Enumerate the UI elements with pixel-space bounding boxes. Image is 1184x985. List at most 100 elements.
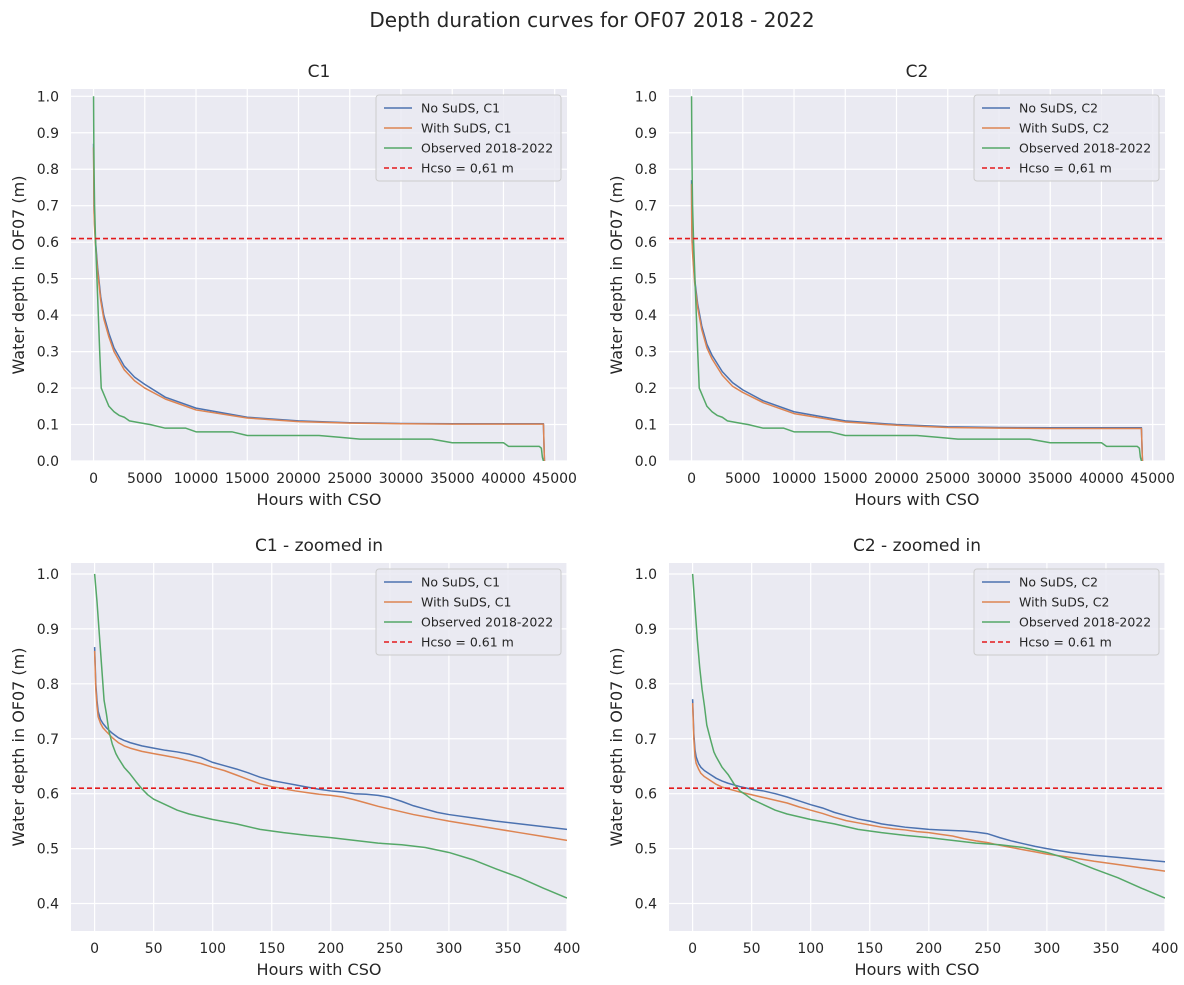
x-tick-label: 100 xyxy=(199,941,226,957)
y-tick-label: 0.4 xyxy=(635,308,657,324)
y-axis-label: Water depth in OF07 (m) xyxy=(9,175,28,374)
x-axis-label: Hours with CSO xyxy=(855,490,980,509)
x-axis-label: Hours with CSO xyxy=(257,960,382,979)
legend-label-hcso: Hcso = 0.61 m xyxy=(1019,635,1112,650)
x-tick-label: 300 xyxy=(1034,941,1061,957)
y-tick-label: 0.4 xyxy=(37,308,59,324)
x-tick-label: 100 xyxy=(797,941,824,957)
y-tick-label: 0.8 xyxy=(37,677,59,693)
legend-label-hcso: Hcso = 0.61 m xyxy=(421,635,514,650)
legend: No SuDS, C1 With SuDS, C1 Observed 2018-20… xyxy=(375,568,562,656)
y-tick-label: 1.0 xyxy=(37,567,59,583)
chart-title: C1 - zoomed in xyxy=(255,536,383,556)
legend-label-observed: Observed 2018-2022 xyxy=(421,615,553,630)
y-tick-label: 0.7 xyxy=(37,732,59,748)
x-tick-label: 30000 xyxy=(977,471,1022,487)
x-tick-label: 50 xyxy=(145,941,163,957)
legend-label-no-suds: No SuDS, C2 xyxy=(1019,101,1098,116)
legend-label-with-suds: With SuDS, C2 xyxy=(1019,121,1109,136)
chart-title: C1 xyxy=(308,62,331,82)
x-tick-label: 35000 xyxy=(430,471,475,487)
series-line-no-suds xyxy=(93,647,567,831)
legend-label-with-suds: With SuDS, C1 xyxy=(421,595,511,610)
legend-label-with-suds: With SuDS, C1 xyxy=(421,121,511,136)
legend-box xyxy=(973,568,1160,656)
x-tick-label: 200 xyxy=(317,941,344,957)
legend-label-observed: Observed 2018-2022 xyxy=(1019,141,1151,156)
x-tick-label: 40000 xyxy=(481,471,526,487)
x-tick-label: 10000 xyxy=(772,471,817,487)
y-tick-label: 0.4 xyxy=(635,897,657,913)
y-tick-label: 0.9 xyxy=(635,126,657,142)
series-line-observed xyxy=(92,96,545,461)
y-tick-label: 0.5 xyxy=(37,842,59,858)
x-tick-label: 250 xyxy=(376,941,403,957)
legend-label-hcso: Hcso = 0,61 m xyxy=(421,161,514,176)
legend-label-no-suds: No SuDS, C1 xyxy=(421,101,500,116)
y-tick-label: 0.7 xyxy=(635,732,657,748)
x-tick-label: 5000 xyxy=(725,471,761,487)
x-tick-label: 45000 xyxy=(1130,471,1175,487)
y-tick-label: 1.0 xyxy=(635,89,657,105)
y-tick-label: 0.0 xyxy=(37,454,59,470)
series-line-no-suds xyxy=(691,699,1165,863)
y-axis-label: Water depth in OF07 (m) xyxy=(607,175,626,374)
x-tick-label: 400 xyxy=(1152,941,1179,957)
y-tick-label: 0.9 xyxy=(635,622,657,638)
y-tick-label: 1.0 xyxy=(635,567,657,583)
chart-title: C2 - zoomed in xyxy=(853,536,981,556)
y-tick-label: 0.5 xyxy=(37,272,59,288)
chart-c2: C2 0 5000 10000 15000 20000 25000 30000 35000 400… xyxy=(607,62,1175,509)
y-tick-label: 0.7 xyxy=(635,199,657,215)
x-tick-label: 350 xyxy=(1093,941,1120,957)
legend: No SuDS, C2 With SuDS, C2 Observed 2018-20… xyxy=(973,94,1160,182)
legend-label-with-suds: With SuDS, C2 xyxy=(1019,595,1109,610)
x-tick-label: 15000 xyxy=(225,471,270,487)
y-tick-label: 0.6 xyxy=(635,235,657,251)
x-tick-label: 40000 xyxy=(1079,471,1124,487)
y-tick-label: 1.0 xyxy=(37,89,59,105)
x-tick-label: 0 xyxy=(90,941,99,957)
y-tick-label: 0.1 xyxy=(635,418,657,434)
series-line-observed xyxy=(690,96,1143,461)
series-line-with-suds xyxy=(691,703,1165,872)
y-tick-label: 0.8 xyxy=(635,677,657,693)
x-axis-label: Hours with CSO xyxy=(855,960,980,979)
x-tick-label: 250 xyxy=(974,941,1001,957)
x-axis-label: Hours with CSO xyxy=(257,490,382,509)
x-tick-label: 50 xyxy=(743,941,761,957)
x-tick-label: 5000 xyxy=(127,471,163,487)
legend-label-observed: Observed 2018-2022 xyxy=(421,141,553,156)
chart-c1-zoomed: C1 - zoomed in 0 50 100 150 200 250 300 350 400 0.… xyxy=(9,536,581,979)
y-tick-label: 0.5 xyxy=(635,842,657,858)
x-tick-label: 25000 xyxy=(925,471,970,487)
legend: No SuDS, C1 With SuDS, C1 Observed 2018-20… xyxy=(375,94,562,182)
figure-title: Depth duration curves for OF07 2018 - 20… xyxy=(369,8,815,32)
x-tick-label: 300 xyxy=(436,941,463,957)
x-tick-label: 35000 xyxy=(1028,471,1073,487)
series-line-observed xyxy=(93,573,567,899)
x-tick-label: 15000 xyxy=(823,471,868,487)
y-tick-label: 0.8 xyxy=(635,162,657,178)
x-tick-label: 150 xyxy=(258,941,285,957)
chart-c1: C1 0 5000 10000 15000 20000 25000 30000 35000 400… xyxy=(9,62,577,509)
legend-label-observed: Observed 2018-2022 xyxy=(1019,615,1151,630)
legend-label-no-suds: No SuDS, C2 xyxy=(1019,575,1098,590)
y-tick-label: 0.8 xyxy=(37,162,59,178)
y-tick-label: 0.6 xyxy=(37,235,59,251)
x-tick-label: 350 xyxy=(495,941,522,957)
x-tick-label: 0 xyxy=(89,471,98,487)
x-tick-label: 200 xyxy=(915,941,942,957)
y-tick-label: 0.5 xyxy=(635,272,657,288)
x-tick-label: 0 xyxy=(687,471,696,487)
y-tick-label: 0.3 xyxy=(635,345,657,361)
x-tick-label: 400 xyxy=(554,941,581,957)
y-tick-label: 0.3 xyxy=(37,345,59,361)
x-tick-label: 30000 xyxy=(379,471,424,487)
y-tick-label: 0.4 xyxy=(37,897,59,913)
x-tick-label: 10000 xyxy=(174,471,219,487)
legend-box xyxy=(973,94,1160,182)
series-line-with-suds xyxy=(93,650,567,842)
y-tick-label: 0.6 xyxy=(37,787,59,803)
y-tick-label: 0.9 xyxy=(37,126,59,142)
